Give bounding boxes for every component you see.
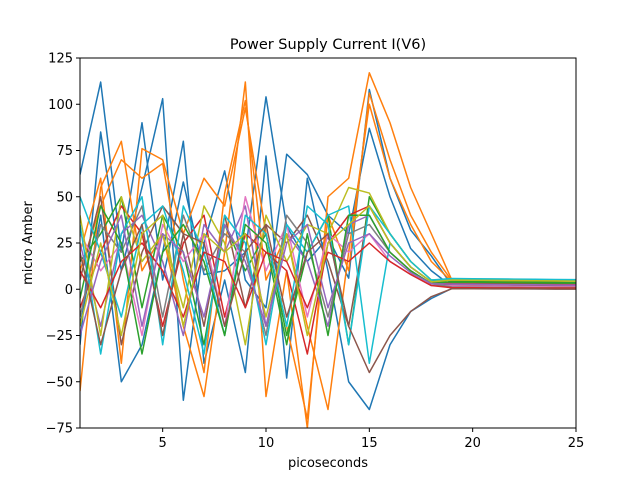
x-tick-label: 10 — [258, 436, 275, 451]
series-line-18 — [80, 214, 576, 336]
series-line-20 — [80, 205, 576, 337]
y-tick-label: 100 — [48, 98, 73, 113]
y-tick-label: 125 — [48, 52, 73, 67]
chart-title: Power Supply Current I(V6) — [230, 37, 426, 53]
y-tick-label: −75 — [46, 422, 73, 437]
y-tick-label: 0 — [65, 283, 73, 298]
x-axis-title: picoseconds — [288, 456, 368, 471]
series-layer — [80, 72, 576, 428]
y-axis: −75 −50 −25 0 25 50 75 100 125 — [46, 52, 80, 437]
y-tick-label: −50 — [46, 375, 73, 390]
x-tick-label: 25 — [568, 436, 585, 451]
series-line-14 — [80, 196, 576, 355]
y-tick-label: 75 — [56, 144, 73, 159]
series-line-16 — [80, 205, 576, 355]
x-tick-label: 5 — [159, 436, 167, 451]
y-axis-title: micro Amber — [21, 200, 36, 284]
y-tick-label: 25 — [56, 237, 73, 252]
series-line-19 — [80, 223, 576, 374]
y-tick-label: −25 — [46, 329, 73, 344]
series-line-17 — [80, 242, 576, 318]
x-tick-label: 20 — [464, 436, 481, 451]
y-tick-label: 50 — [56, 190, 73, 205]
x-tick-label: 15 — [361, 436, 378, 451]
x-axis: 5 10 15 20 25 — [159, 428, 585, 451]
